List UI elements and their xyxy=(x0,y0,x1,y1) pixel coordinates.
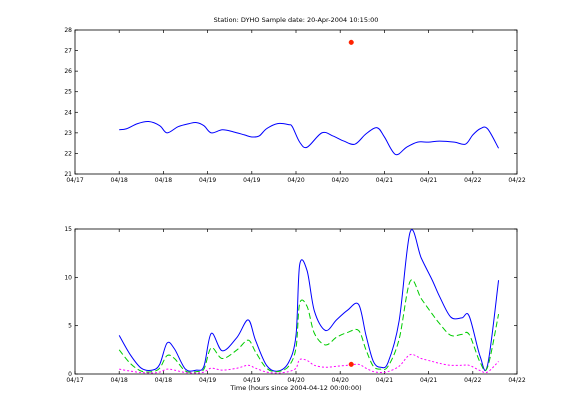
top-x-tick-label: 04/22 xyxy=(508,177,525,184)
bottom-y-tick-label: 0 xyxy=(68,371,72,378)
top-y-tick-label: 28 xyxy=(64,27,72,34)
bottom-x-tick-label: 04/21 xyxy=(420,377,437,384)
bottom-x-tick-label: 04/21 xyxy=(376,377,393,384)
bottom-series-line-blue xyxy=(118,229,500,372)
bottom-x-tick-label: 04/20 xyxy=(332,377,349,384)
top-y-tick-label: 21 xyxy=(64,171,72,178)
bottom-x-tick-label: 04/19 xyxy=(243,377,260,384)
top-y-tick-label: 22 xyxy=(64,150,72,157)
top-series-group xyxy=(119,39,500,156)
top-marker-point xyxy=(348,39,354,45)
top-x-tick-label: 04/19 xyxy=(243,177,260,184)
top-x-tick-label: 04/19 xyxy=(199,177,216,184)
bottom-y-tick-label: 15 xyxy=(64,226,72,233)
top-x-tick-label: 04/18 xyxy=(111,177,128,184)
bottom-axes: 04/17 04/18 04/18 04/19 04/19 04/20 04/20 04/21… xyxy=(64,226,525,384)
top-x-tick-label: 04/21 xyxy=(420,177,437,184)
top-y-tick-label: 26 xyxy=(64,68,72,75)
top-x-tick-label: 04/18 xyxy=(155,177,172,184)
top-x-tick-label: 04/17 xyxy=(66,177,83,184)
bottom-y-tick-label: 10 xyxy=(64,274,72,281)
bottom-panel: 04/17 04/18 04/18 04/19 04/19 04/20 04/20 04/21… xyxy=(64,226,525,384)
bottom-x-tick-label: 04/22 xyxy=(508,377,525,384)
bottom-x-tick-label: 04/19 xyxy=(199,377,216,384)
top-y-tick-label: 24 xyxy=(64,109,72,116)
bottom-axes-frame xyxy=(74,228,518,375)
bottom-series-group xyxy=(118,229,500,374)
top-axes-frame xyxy=(74,29,518,175)
bottom-x-tick-label: 04/20 xyxy=(287,377,304,384)
figure-title: Station: DYHO Sample date: 20-Apr-2004 1… xyxy=(214,16,379,24)
bottom-x-tick-label: 04/18 xyxy=(111,377,128,384)
bottom-marker-point xyxy=(348,361,354,367)
top-axes: 04/17 04/18 04/18 04/19 04/19 04/20 04/20 04/21… xyxy=(64,27,525,184)
top-y-tick-label: 25 xyxy=(64,89,72,96)
x-axis-label: Time (hours since 2004-04-12 00:00:00) xyxy=(229,384,361,392)
top-y-tick-label: 27 xyxy=(64,48,72,55)
bottom-x-tick-label: 04/22 xyxy=(464,377,481,384)
bottom-x-tick-label: 04/17 xyxy=(66,377,83,384)
top-x-tick-label: 04/20 xyxy=(287,177,304,184)
top-x-tick-label: 04/21 xyxy=(376,177,393,184)
top-panel: 04/17 04/18 04/18 04/19 04/19 04/20 04/20 04/21… xyxy=(64,27,525,184)
top-x-tick-label: 04/22 xyxy=(464,177,481,184)
top-x-tick-label: 04/20 xyxy=(332,177,349,184)
bottom-x-tick-label: 04/18 xyxy=(155,377,172,384)
bottom-series-line-green xyxy=(118,279,500,373)
top-y-tick-label: 23 xyxy=(64,130,72,137)
bottom-series-line-magenta xyxy=(119,353,499,374)
bottom-y-tick-label: 5 xyxy=(68,323,72,330)
top-series-line-blue xyxy=(119,120,500,156)
